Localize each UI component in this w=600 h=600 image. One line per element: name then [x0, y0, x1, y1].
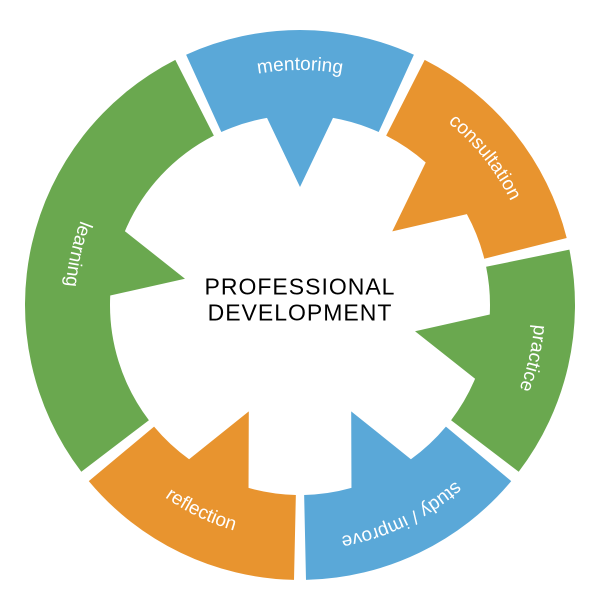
center-title-line1: PROFESSIONAL — [205, 274, 396, 300]
center-title-line2: DEVELOPMENT — [205, 300, 396, 326]
segment-learning — [25, 60, 214, 472]
segment-mentoring — [186, 30, 414, 187]
segment-consultation — [386, 60, 567, 259]
center-title: PROFESSIONAL DEVELOPMENT — [205, 274, 396, 327]
circular-diagram: mentoringconsultationpracticestudy / imp… — [0, 0, 600, 600]
